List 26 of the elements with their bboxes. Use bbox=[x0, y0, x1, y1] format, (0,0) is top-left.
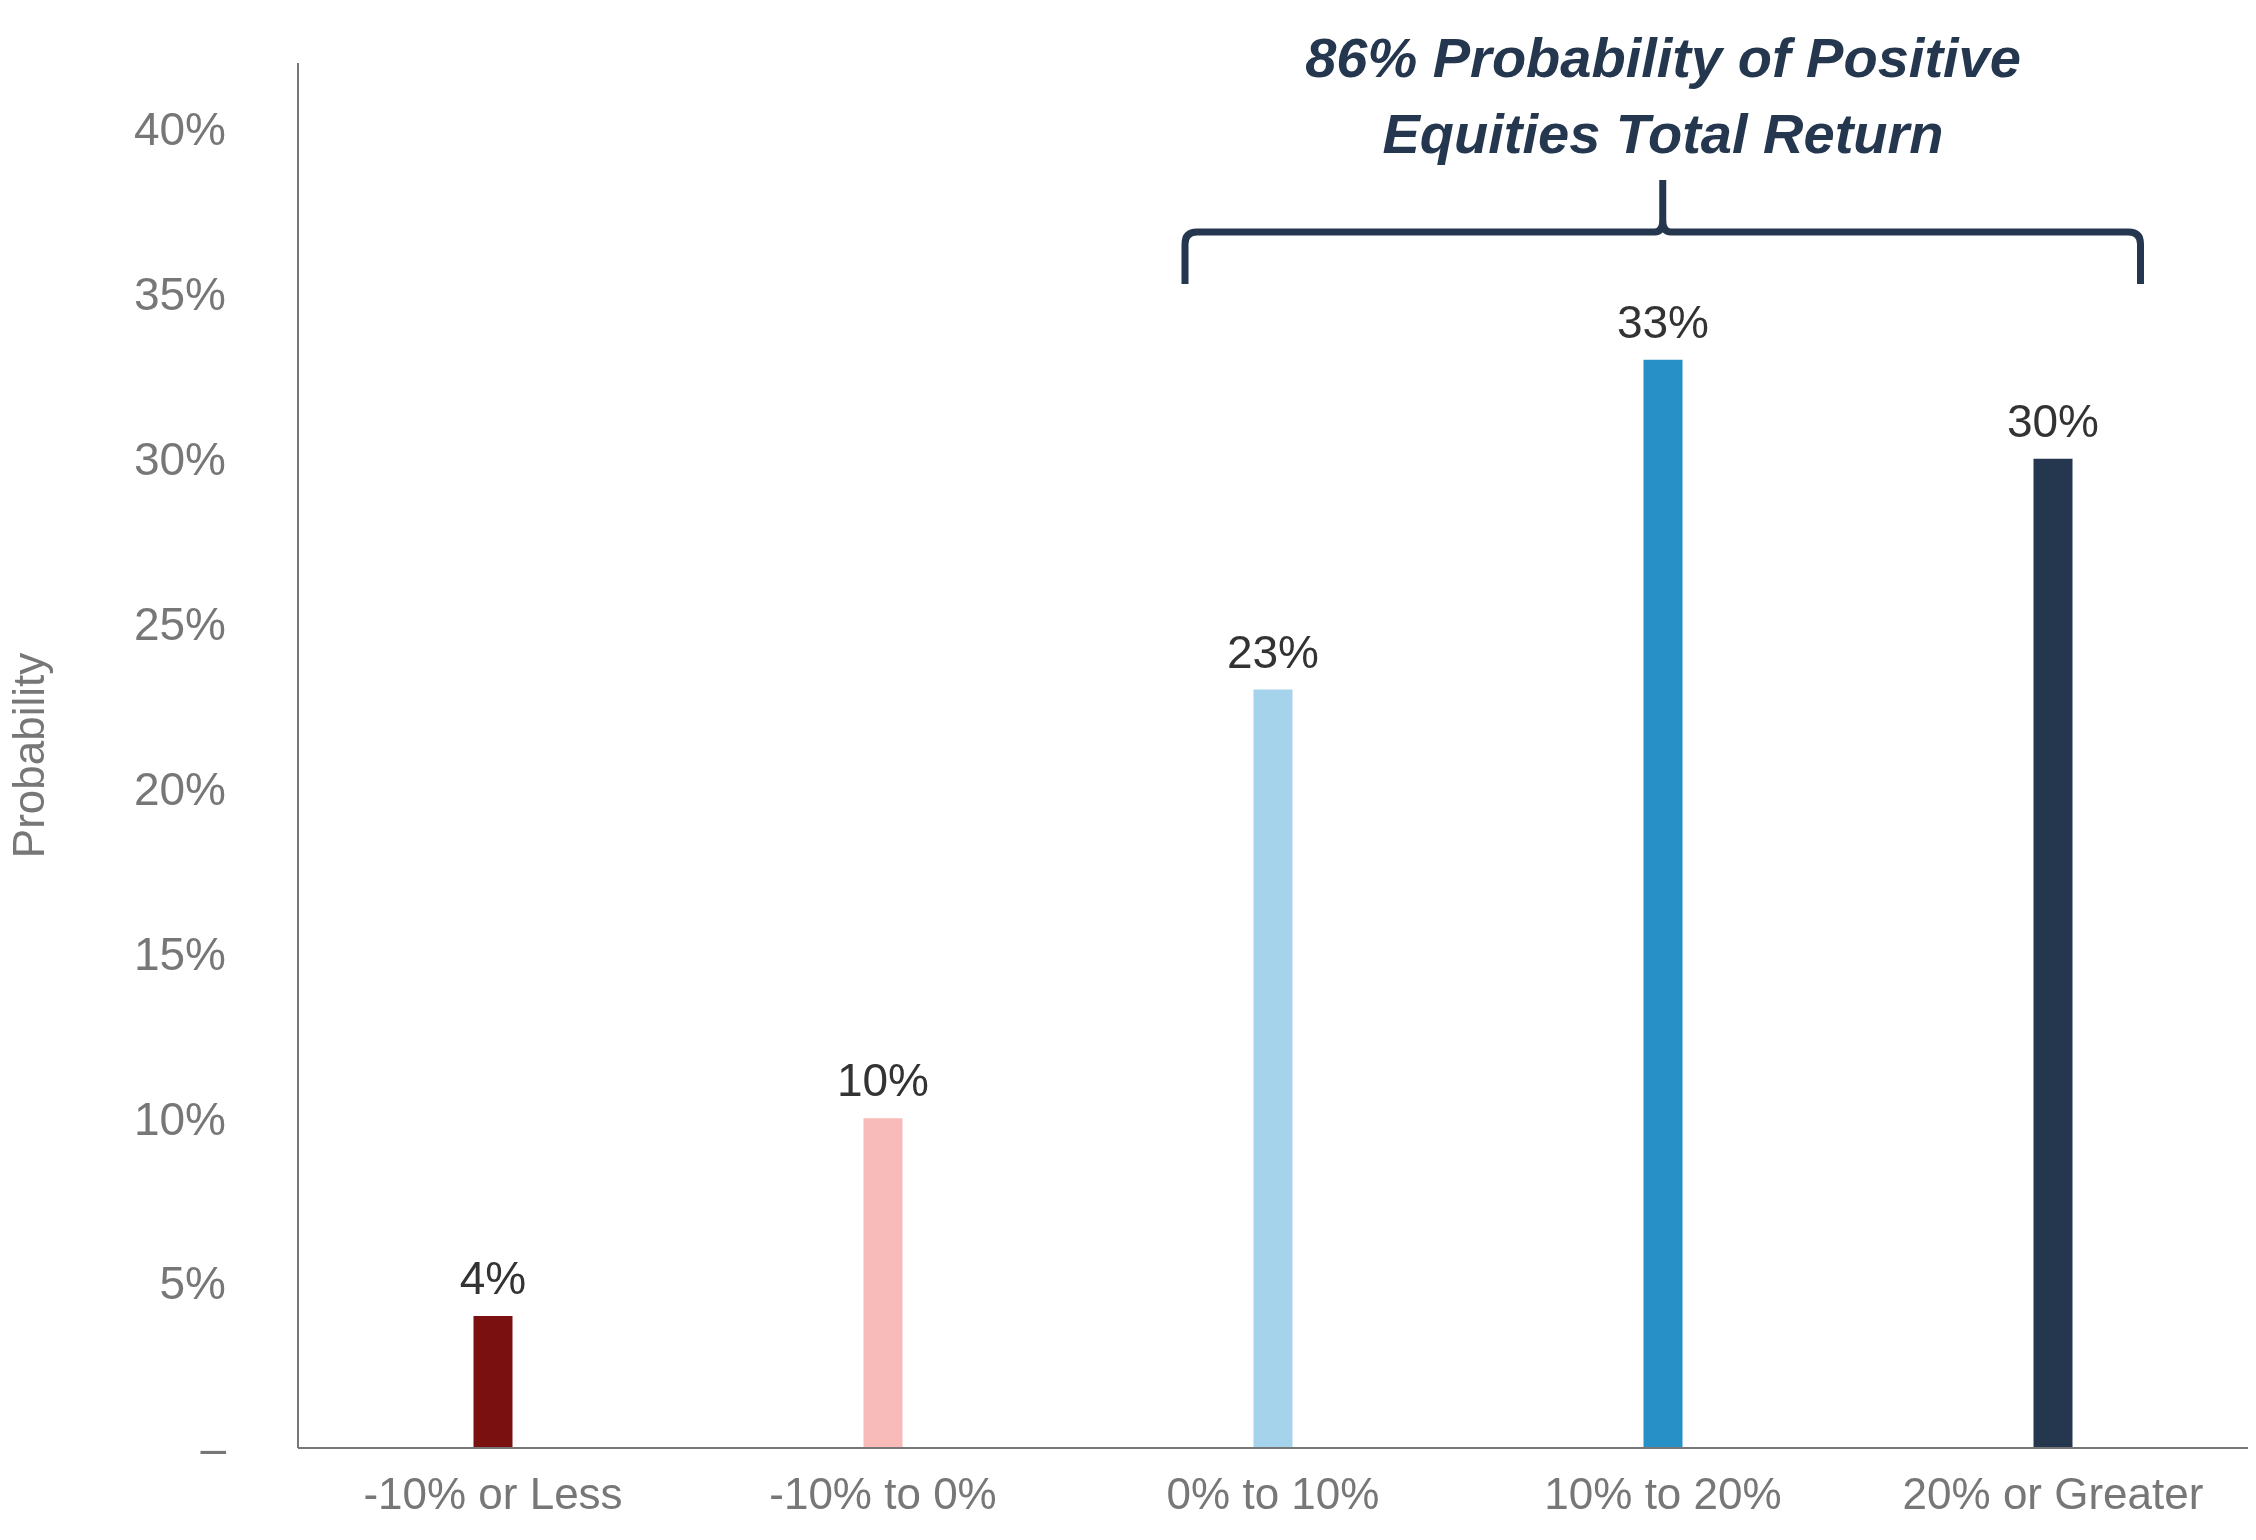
bar bbox=[1253, 689, 1293, 1448]
y-tick-label: 25% bbox=[133, 597, 226, 650]
y-tick-label: 15% bbox=[133, 927, 226, 980]
x-tick-label: -10% or Less bbox=[363, 1469, 623, 1519]
y-tick-label: 35% bbox=[133, 268, 226, 321]
x-tick-label: 0% to 10% bbox=[1166, 1469, 1380, 1519]
y-tick-label: 40% bbox=[133, 103, 226, 156]
bar bbox=[2033, 458, 2073, 1448]
bar bbox=[1643, 359, 1683, 1448]
annotation: 86% Probability of Positive Equities Total Return bbox=[1304, 25, 2022, 167]
y-tick-label: 5% bbox=[159, 1257, 226, 1310]
data-label: 30% bbox=[2006, 394, 2100, 447]
x-tick-label: 10% to 20% bbox=[1544, 1469, 1782, 1519]
x-tick-label: -10% to 0% bbox=[769, 1469, 997, 1519]
data-label: 4% bbox=[459, 1252, 527, 1305]
y-tick-label: 30% bbox=[133, 433, 226, 486]
y-tick-label: 10% bbox=[133, 1092, 226, 1145]
bar bbox=[863, 1118, 903, 1448]
y-axis-title: Probability bbox=[3, 652, 53, 859]
data-label: 10% bbox=[836, 1054, 930, 1107]
data-label: 23% bbox=[1226, 625, 1320, 678]
data-label: 33% bbox=[1616, 295, 1710, 348]
x-tick-label: 20% or Greater bbox=[1902, 1469, 2204, 1519]
bar bbox=[473, 1316, 513, 1448]
y-tick-label: 20% bbox=[133, 762, 226, 815]
y-tick-label: – bbox=[200, 1422, 227, 1475]
